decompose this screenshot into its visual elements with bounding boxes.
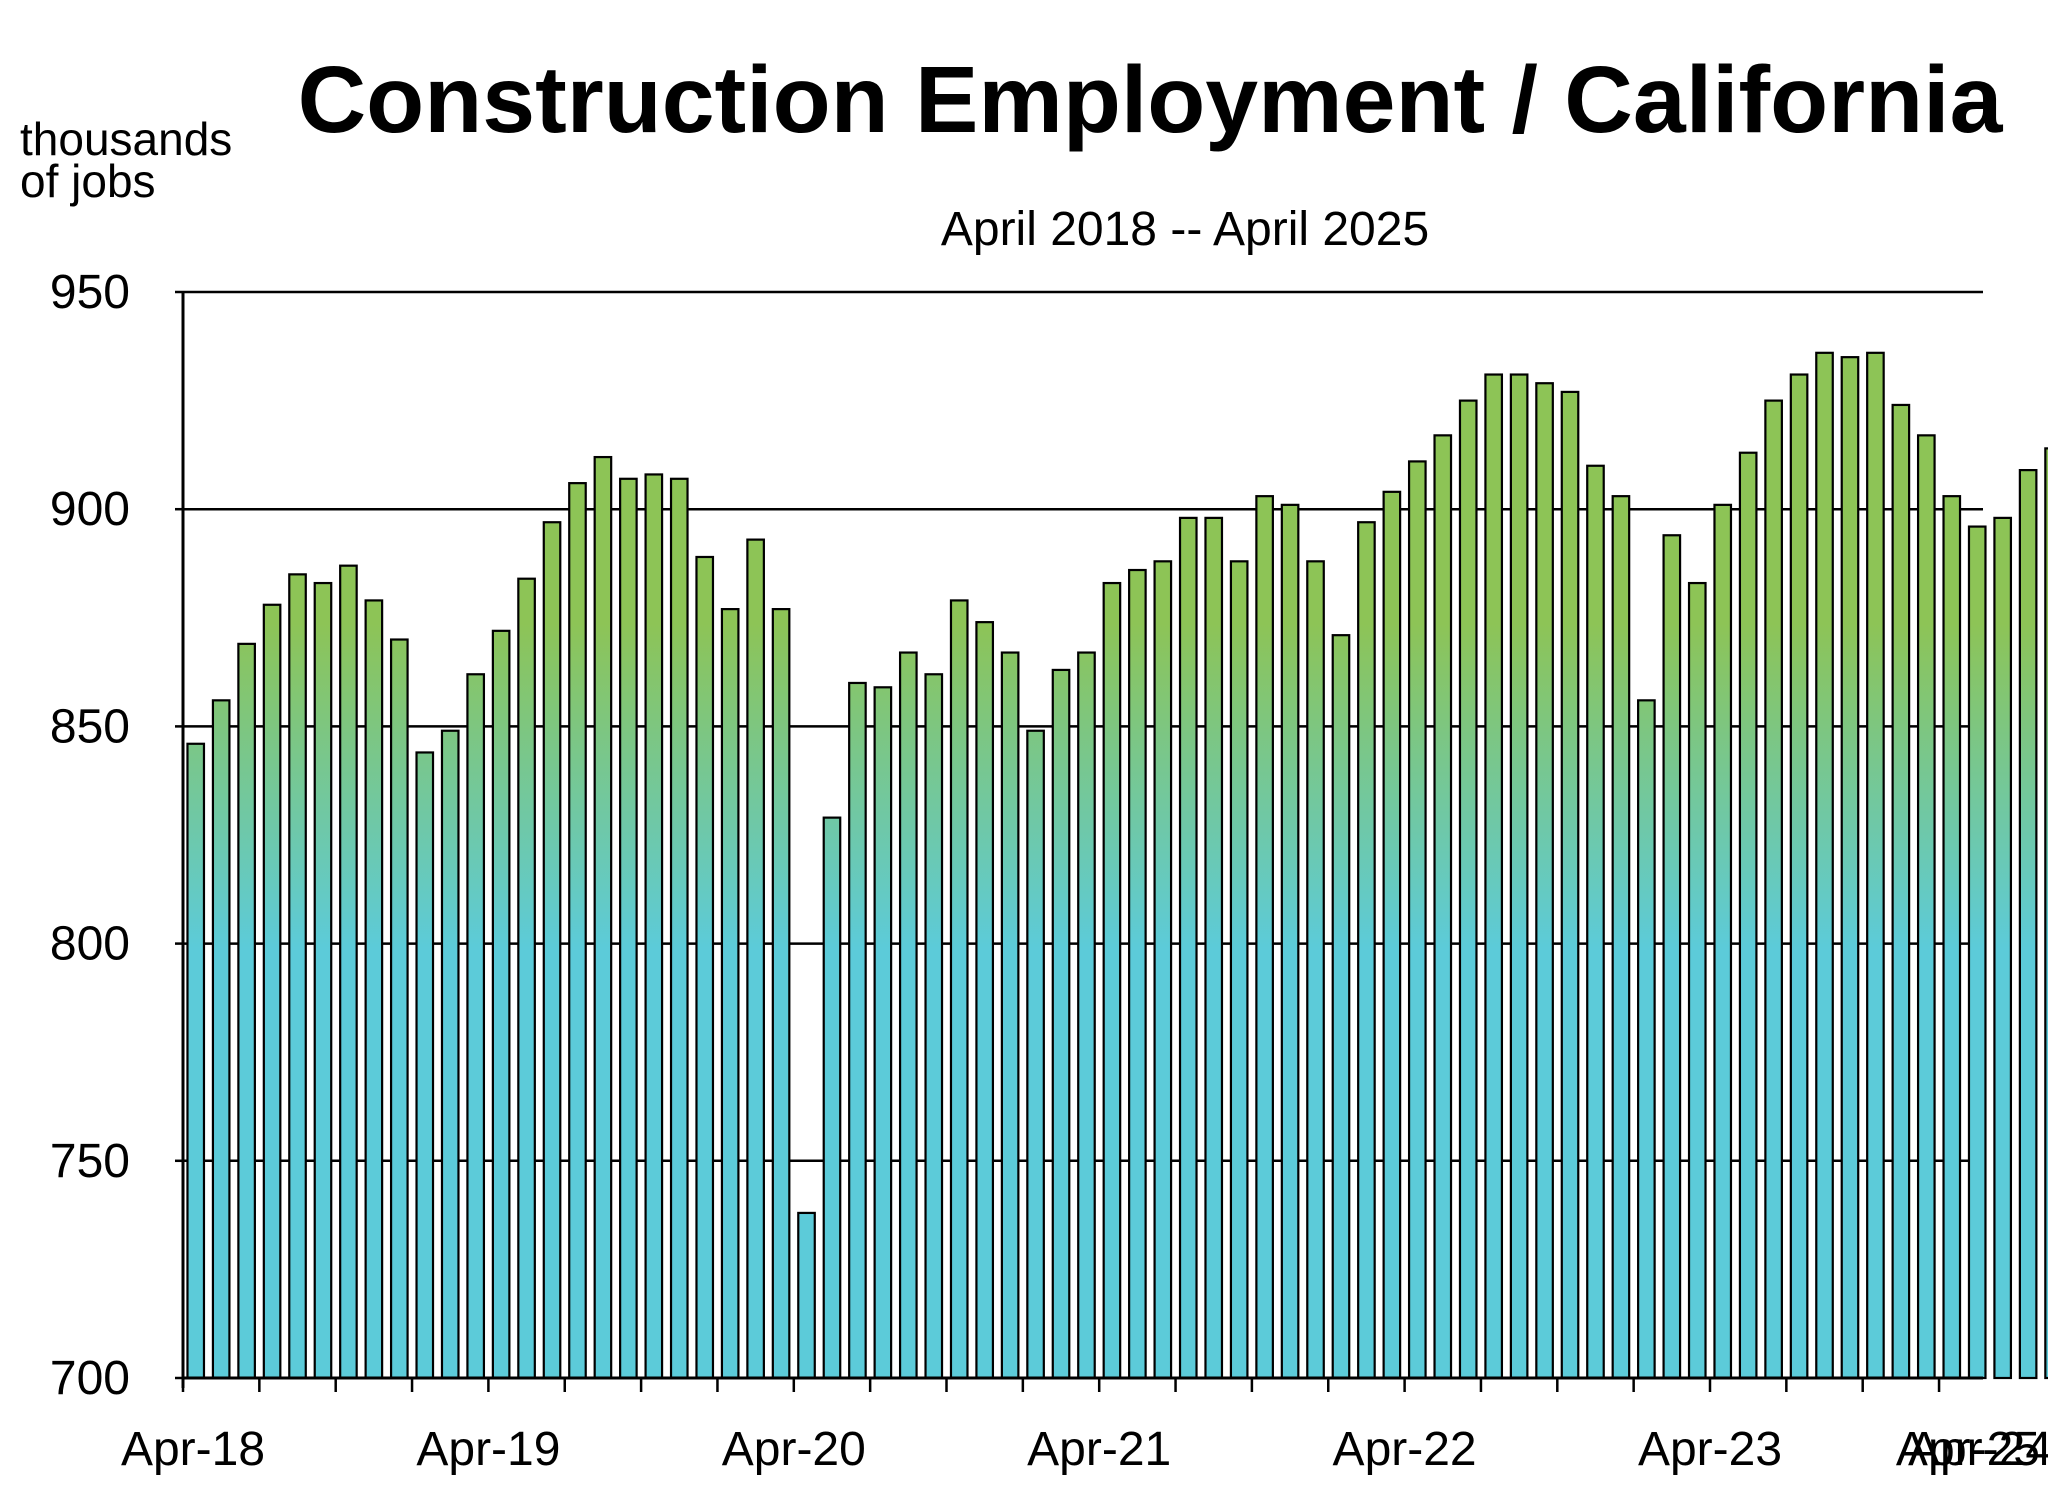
bar-Mar-24 — [1993, 516, 2013, 1380]
bar-Sep-20 — [924, 673, 944, 1380]
bar-Nov-23 — [1891, 403, 1911, 1380]
bar-Nov-18 — [364, 599, 384, 1380]
bar-Feb-21 — [1051, 668, 1071, 1380]
bar-Nov-19 — [669, 477, 689, 1380]
bar-Mar-20 — [771, 608, 791, 1380]
bar-Jun-22 — [1458, 399, 1478, 1380]
bar-May-18 — [211, 699, 231, 1380]
y-tick-label-950: 950 — [50, 266, 130, 319]
bar-Mar-22 — [1382, 490, 1402, 1380]
bar-Nov-21 — [1280, 503, 1300, 1380]
x-tick-label-Apr-19: Apr-19 — [416, 1423, 560, 1476]
bar-Oct-20 — [949, 599, 969, 1380]
bar-Jul-20 — [873, 686, 893, 1380]
bar-Mar-23 — [1687, 581, 1707, 1380]
bar-Aug-19 — [593, 455, 613, 1380]
bar-Sep-18 — [313, 581, 333, 1380]
y-tick-label-850: 850 — [50, 700, 130, 753]
bar-Oct-22 — [1560, 390, 1580, 1380]
bar-Jul-21 — [1178, 516, 1198, 1380]
y-tick-label-900: 900 — [50, 483, 130, 536]
bar-May-23 — [1738, 451, 1758, 1380]
bar-Jan-24 — [1942, 495, 1962, 1380]
bar-Sep-22 — [1535, 382, 1554, 1380]
bar-Apr-24 — [2018, 469, 2038, 1380]
bar-Dec-21 — [1306, 560, 1325, 1380]
bar-Apr-21 — [1102, 581, 1122, 1380]
bar-May-21 — [1128, 568, 1147, 1380]
y-tick-labels: 700 750 800 850 900 950 — [50, 266, 130, 1405]
bar-Jul-22 — [1484, 373, 1504, 1380]
y-axis-label-line2: of jobs — [20, 155, 156, 207]
y-tick-label-750: 750 — [50, 1135, 130, 1188]
bar-Dec-22 — [1611, 495, 1631, 1380]
axes — [175, 290, 1983, 1392]
bar-Aug-20 — [898, 651, 918, 1380]
bar-Apr-20 — [797, 1211, 816, 1380]
bar-Jun-19 — [542, 521, 562, 1380]
bar-May-20 — [822, 816, 842, 1380]
bar-Dec-23 — [1916, 434, 1936, 1380]
bar-Jan-23 — [1637, 699, 1656, 1380]
bar-Feb-24 — [1967, 525, 1987, 1380]
bar-Oct-21 — [1255, 495, 1274, 1380]
bar-Apr-22 — [1407, 460, 1427, 1380]
bar-Jan-19 — [415, 751, 435, 1380]
bar-Jan-21 — [1026, 729, 1045, 1380]
bar-Jun-23 — [1764, 399, 1783, 1380]
bar-Oct-18 — [339, 564, 358, 1380]
x-tick-label-Apr-21: Apr-21 — [1027, 1423, 1171, 1476]
bar-Oct-19 — [644, 473, 664, 1380]
bar-Apr-23 — [1713, 503, 1733, 1380]
bar-Mar-19 — [466, 673, 486, 1380]
chart-title: Construction Employment / California — [298, 47, 2004, 153]
x-tick-label-Apr-22: Apr-22 — [1333, 1423, 1477, 1476]
y-tick-label-700: 700 — [50, 1352, 130, 1405]
bar-Aug-22 — [1509, 373, 1529, 1380]
bar-May-19 — [517, 577, 536, 1380]
bar-Dec-18 — [389, 638, 409, 1380]
bar-May-24 — [2044, 447, 2048, 1380]
bar-Jul-18 — [262, 603, 282, 1380]
x-tick-label-Apr-20: Apr-20 — [722, 1423, 866, 1476]
bar-Jan-22 — [1331, 634, 1351, 1380]
bars — [186, 351, 2048, 1380]
chart-subtitle: April 2018 -- April 2025 — [941, 203, 1429, 256]
bar-Dec-20 — [1000, 651, 1020, 1380]
bar-Nov-22 — [1586, 464, 1605, 1380]
x-tick-label-Apr-18: Apr-18 — [121, 1423, 265, 1476]
bar-Dec-19 — [695, 555, 715, 1380]
bar-Jul-23 — [1789, 373, 1809, 1380]
bar-Apr-19 — [491, 629, 511, 1380]
x-tick-label-Apr-24: Apr-24 — [1908, 1423, 2048, 1476]
bar-Jun-18 — [237, 642, 256, 1380]
bar-Jul-19 — [568, 482, 587, 1380]
bar-Sep-23 — [1840, 356, 1860, 1380]
bar-Aug-23 — [1815, 351, 1834, 1380]
bar-Mar-21 — [1077, 651, 1096, 1380]
y-tick-label-800: 800 — [50, 918, 130, 971]
bar-Jun-21 — [1153, 560, 1173, 1380]
bar-Sep-21 — [1229, 560, 1249, 1380]
bar-Aug-21 — [1204, 516, 1224, 1380]
bar-Oct-23 — [1866, 351, 1885, 1380]
bar-Apr-18 — [186, 742, 206, 1380]
x-tick-label-Apr-25: Apr-25 — [1896, 1423, 2040, 1476]
x-tick-label-Apr-23: Apr-23 — [1638, 1423, 1782, 1476]
bar-Feb-22 — [1357, 521, 1376, 1380]
bar-Feb-19 — [440, 729, 460, 1380]
bar-Jun-20 — [848, 681, 867, 1380]
bar-May-22 — [1433, 434, 1453, 1380]
bar-Aug-18 — [288, 573, 307, 1380]
bar-Jan-20 — [720, 608, 740, 1380]
bar-Nov-20 — [975, 621, 995, 1380]
bar-Sep-19 — [619, 477, 638, 1380]
x-tick-labels: Apr-18 Apr-19 Apr-20 Apr-21 Apr-22 Apr-23 Apr-… — [121, 1423, 2048, 1476]
bar-Feb-20 — [746, 538, 765, 1380]
y-axis-label-line1: thousands — [20, 113, 232, 165]
bar-Feb-23 — [1662, 534, 1682, 1380]
